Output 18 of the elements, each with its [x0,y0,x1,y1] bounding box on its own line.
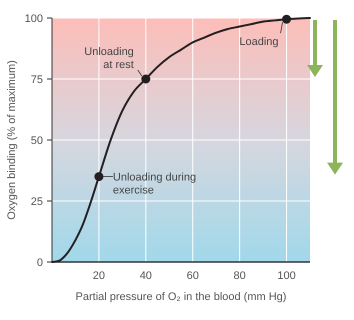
y-tick-label: 75 [30,74,43,86]
y-tick-label: 25 [30,196,43,208]
annotation: Unloading during exercise [112,171,196,197]
x-tick-label: 40 [140,270,152,282]
y-tick-label: 0 [36,256,43,269]
y-tick-label: 50 [30,134,43,147]
y-tick-label: 100 [24,12,43,25]
annotation: Unloading at rest [84,46,134,72]
x-axis-title: Partial pressure of O₂ in the blood (mm Hg) [76,291,286,303]
x-tick-label: 20 [92,270,106,282]
x-tick-label: 80 [234,270,246,282]
y-axis-title: Oxygen binding (% of maximum) [6,60,18,220]
point [141,74,150,84]
point [94,172,104,182]
x-tick-label: 60 [186,270,199,282]
point [282,14,292,24]
x-tick-label: 100 [277,270,296,282]
annotation: Loading [239,36,279,48]
